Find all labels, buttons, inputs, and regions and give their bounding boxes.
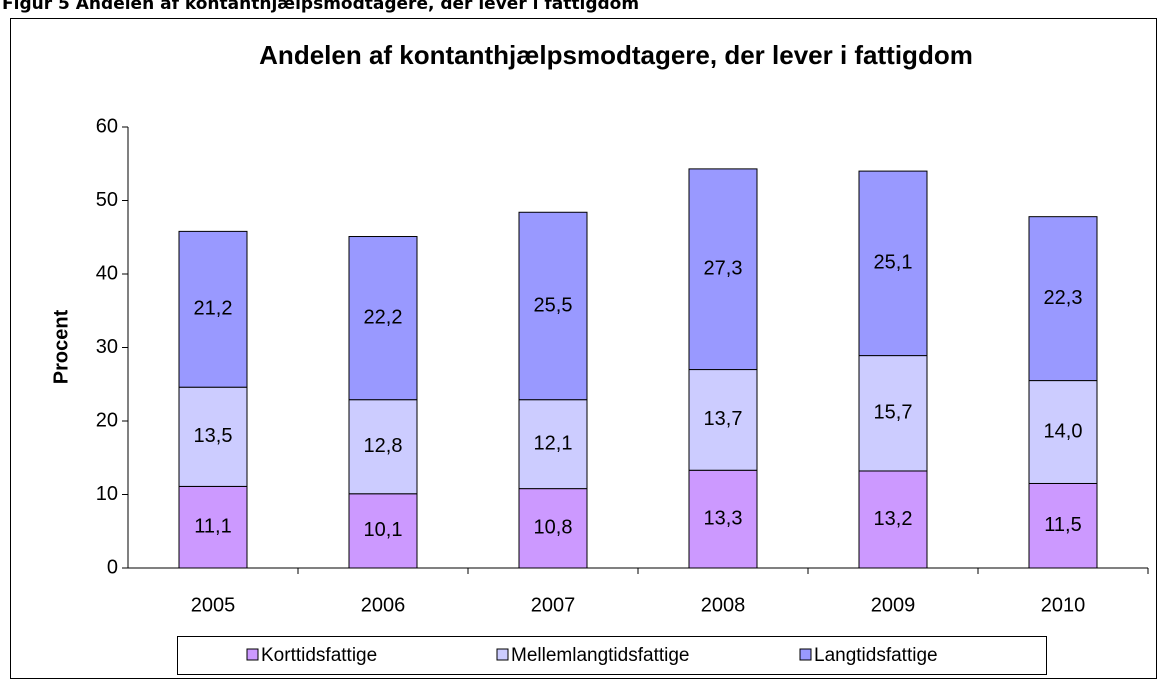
figure-header: Figur 5 Andelen af kontanthjælpsmodtager… xyxy=(2,0,639,14)
data-label: 13,3 xyxy=(704,507,743,529)
x-tick-label: 2008 xyxy=(701,594,746,616)
legend xyxy=(177,636,1047,675)
data-label: 25,1 xyxy=(874,252,913,274)
bar-segment xyxy=(518,211,588,401)
bar-segment xyxy=(1028,482,1098,569)
data-label: 21,2 xyxy=(194,298,233,320)
data-label: 11,1 xyxy=(194,515,231,537)
x-tick-label: 2010 xyxy=(1041,594,1086,616)
bar-segment xyxy=(178,230,248,388)
data-label: 15,7 xyxy=(874,402,913,424)
data-label: 13,7 xyxy=(704,408,743,430)
y-tick-label: 20 xyxy=(96,409,118,431)
y-tick-label: 10 xyxy=(96,483,118,505)
data-label: 12,1 xyxy=(534,432,573,454)
y-tick-label: 0 xyxy=(107,556,118,578)
bar-segment xyxy=(858,355,928,472)
data-label: 27,3 xyxy=(704,258,743,280)
data-label: 25,5 xyxy=(534,294,573,316)
x-tick-label: 2006 xyxy=(361,594,406,616)
chart-title: Andelen af kontanthjælpsmodtagere, der l… xyxy=(259,40,973,70)
legend-swatch xyxy=(799,648,812,661)
x-tick-label: 2005 xyxy=(191,594,236,616)
y-tick-label: 60 xyxy=(96,115,118,137)
y-axis-label: Procent xyxy=(50,309,72,384)
bar-segment xyxy=(178,386,248,487)
data-label: 22,3 xyxy=(1044,287,1083,309)
data-label: 13,5 xyxy=(194,425,233,447)
data-label: 22,2 xyxy=(364,306,403,328)
y-tick-label: 50 xyxy=(96,189,118,211)
data-label: 10,8 xyxy=(534,517,573,539)
bar-segment xyxy=(688,168,758,371)
bar-segment xyxy=(1028,380,1098,484)
bar-segment xyxy=(518,399,588,490)
bar-segment xyxy=(688,469,758,569)
data-label: 12,8 xyxy=(364,435,403,457)
legend-swatch xyxy=(496,648,509,661)
legend-label: Langtidsfattige xyxy=(814,645,938,666)
bar-segment xyxy=(178,485,248,569)
data-label: 10,1 xyxy=(364,519,403,541)
data-label: 14,0 xyxy=(1044,420,1083,442)
data-label: 13,2 xyxy=(874,508,913,530)
legend-label: Korttidsfattige xyxy=(261,645,377,666)
bar-segment xyxy=(858,470,928,569)
bar-segment xyxy=(348,236,418,401)
legend-label: Mellemlangtidsfattige xyxy=(511,645,689,666)
legend-swatch xyxy=(246,648,259,661)
bar-segment xyxy=(688,369,758,471)
bar-segment xyxy=(1028,216,1098,382)
data-label: 11,5 xyxy=(1044,514,1081,536)
bar-segment xyxy=(858,170,928,357)
x-tick-label: 2007 xyxy=(531,594,576,616)
x-tick-label: 2009 xyxy=(871,594,916,616)
y-tick-label: 40 xyxy=(96,262,118,284)
y-tick-label: 30 xyxy=(96,336,118,358)
